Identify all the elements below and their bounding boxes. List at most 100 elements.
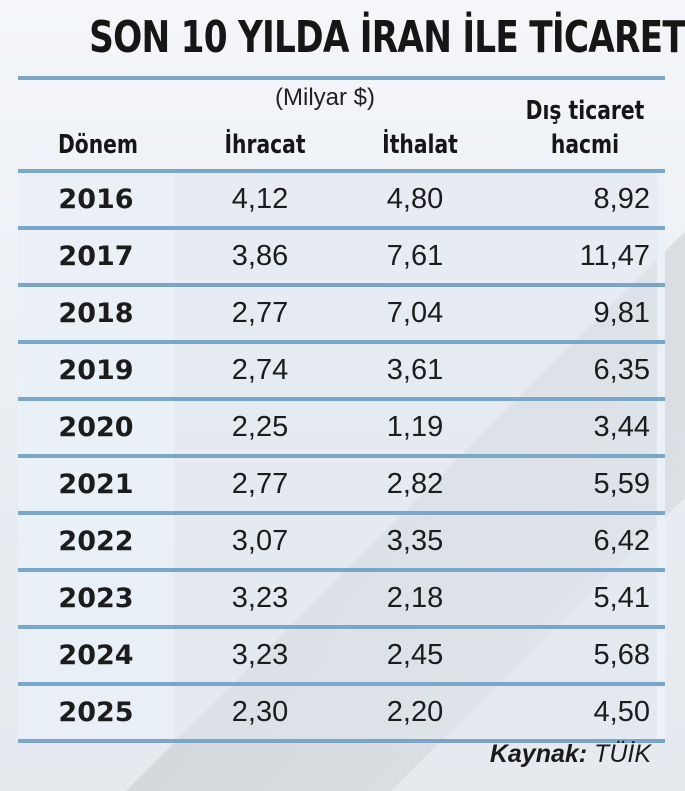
row-edge — [657, 401, 665, 454]
imports-cell: 2,18 — [386, 582, 444, 614]
row-edge — [657, 287, 665, 340]
imports-cell: 4,80 — [386, 183, 444, 215]
values-cell-bg — [174, 287, 665, 340]
exports-cell: 2,74 — [231, 354, 289, 386]
year-cell: 2022 — [58, 526, 134, 557]
period-cell-bg — [18, 515, 174, 568]
volume-cell: 6,42 — [593, 525, 650, 557]
year-cell: 2017 — [58, 241, 134, 272]
imports-cell: 2,20 — [386, 696, 444, 728]
year-cell: 2016 — [58, 184, 134, 215]
row-divider — [18, 511, 665, 515]
values-cell-bg — [174, 401, 665, 454]
period-cell-bg — [18, 287, 174, 340]
exports-cell: 4,12 — [231, 183, 289, 215]
row-divider — [18, 283, 665, 287]
exports-cell: 2,25 — [231, 411, 289, 443]
header-volume-line1: Dış ticaret — [525, 96, 645, 126]
year-cell: 2021 — [58, 469, 134, 500]
period-cell-bg — [18, 458, 174, 511]
year-cell: 2020 — [58, 412, 134, 443]
table-row: 2024 3,23 2,45 5,68 — [18, 629, 665, 682]
row-edge — [657, 458, 665, 511]
row-divider — [18, 397, 665, 401]
row-divider — [18, 340, 665, 344]
header-divider — [18, 169, 665, 173]
volume-cell: 6,35 — [593, 354, 650, 386]
values-cell-bg — [174, 572, 665, 625]
header-volume-line2: hacmi — [550, 130, 620, 160]
imports-cell: 3,35 — [386, 525, 444, 557]
exports-cell: 2,77 — [231, 297, 289, 329]
row-edge — [657, 572, 665, 625]
volume-cell: 11,47 — [579, 240, 650, 272]
row-divider — [18, 739, 665, 743]
imports-cell: 3,61 — [386, 354, 444, 386]
values-cell-bg — [174, 458, 665, 511]
values-cell-bg — [174, 230, 665, 283]
period-cell-bg — [18, 344, 174, 397]
page-title: SON 10 YILDA İRAN İLE TİCARET — [89, 12, 685, 63]
imports-cell: 7,04 — [386, 297, 444, 329]
period-cell-bg — [18, 572, 174, 625]
unit-label: (Milyar $) — [275, 84, 375, 111]
volume-cell: 5,59 — [593, 468, 650, 500]
year-cell: 2025 — [58, 697, 134, 728]
volume-cell: 3,44 — [593, 411, 650, 443]
exports-cell: 3,86 — [231, 240, 289, 272]
row-edge — [657, 629, 665, 682]
row-divider — [18, 682, 665, 686]
values-cell-bg — [174, 173, 665, 226]
row-divider — [18, 625, 665, 629]
period-cell-bg — [18, 230, 174, 283]
volume-cell: 5,41 — [593, 582, 650, 614]
values-cell-bg — [174, 686, 665, 739]
exports-cell: 2,30 — [231, 696, 289, 728]
imports-cell: 1,19 — [386, 411, 444, 443]
imports-cell: 2,82 — [386, 468, 444, 500]
source-note: Kaynak: TÜİK — [490, 740, 651, 769]
title-divider — [18, 76, 665, 80]
source-value: TÜİK — [594, 740, 651, 768]
row-edge — [657, 230, 665, 283]
row-edge — [657, 515, 665, 568]
table-row: 2021 2,77 2,82 5,59 — [18, 458, 665, 511]
row-divider — [18, 568, 665, 572]
values-cell-bg — [174, 344, 665, 397]
year-cell: 2024 — [58, 640, 134, 671]
table-row: 2023 3,23 2,18 5,41 — [18, 572, 665, 625]
period-cell-bg — [18, 401, 174, 454]
row-edge — [657, 686, 665, 739]
table-row: 2016 4,12 4,80 8,92 — [18, 173, 665, 226]
header-period: Dönem — [57, 130, 139, 160]
row-edge — [657, 344, 665, 397]
exports-cell: 2,77 — [231, 468, 289, 500]
table-row: 2017 3,86 7,61 11,47 — [18, 230, 665, 283]
period-cell-bg — [18, 686, 174, 739]
header-imports: İthalat — [382, 130, 458, 160]
year-cell: 2023 — [58, 583, 134, 614]
exports-cell: 3,23 — [231, 582, 289, 614]
table-row: 2025 2,30 2,20 4,50 — [18, 686, 665, 739]
table-row: 2019 2,74 3,61 6,35 — [18, 344, 665, 397]
table-row: 2022 3,07 3,35 6,42 — [18, 515, 665, 568]
period-cell-bg — [18, 629, 174, 682]
row-divider — [18, 454, 665, 458]
year-cell: 2019 — [58, 355, 134, 386]
table-row: 2020 2,25 1,19 3,44 — [18, 401, 665, 454]
imports-cell: 2,45 — [386, 639, 444, 671]
row-edge — [657, 173, 665, 226]
period-cell-bg — [18, 173, 174, 226]
source-label: Kaynak: — [489, 740, 588, 768]
volume-cell: 4,50 — [593, 696, 650, 728]
year-cell: 2018 — [58, 298, 134, 329]
exports-cell: 3,23 — [231, 639, 289, 671]
values-cell-bg — [174, 629, 665, 682]
table-row: 2018 2,77 7,04 9,81 — [18, 287, 665, 340]
row-divider — [18, 226, 665, 230]
volume-cell: 8,92 — [593, 183, 650, 215]
exports-cell: 3,07 — [231, 525, 289, 557]
header-exports: İhracat — [224, 130, 306, 160]
volume-cell: 5,68 — [593, 639, 650, 671]
volume-cell: 9,81 — [593, 297, 650, 329]
